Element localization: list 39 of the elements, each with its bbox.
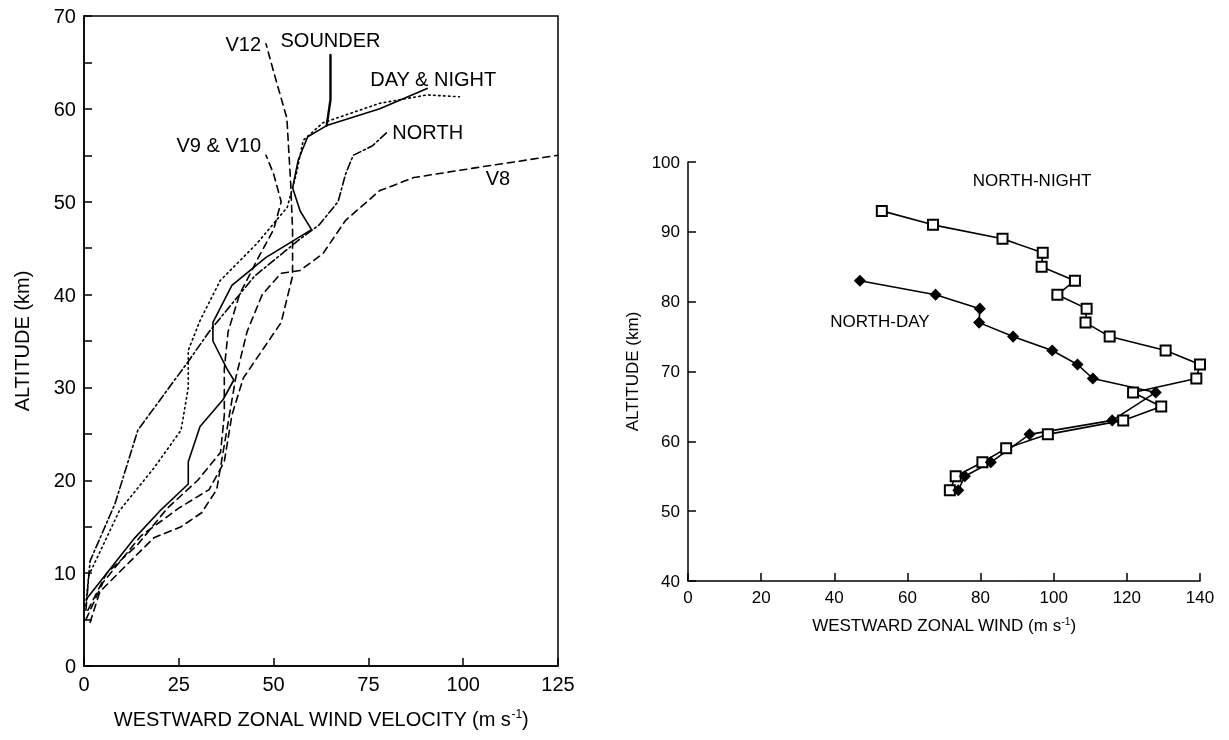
y-tick-label: 70 [53,5,76,27]
y-axis-title: ALTITUDE (km) [622,311,642,432]
x-tick-label: 50 [262,673,285,695]
x-tick-label: 25 [167,673,190,695]
series-label: NORTH [392,121,464,144]
x-tick-label: 20 [751,588,771,607]
y-tick-label: 40 [53,283,76,306]
y-tick-label: 10 [53,562,76,585]
x-tick-label: 60 [897,588,917,607]
x-tick-label: 75 [357,673,380,695]
y-tick-label: 80 [661,292,680,312]
series-label: SOUNDER [280,29,381,51]
y-tick-label: 40 [661,571,680,591]
y-tick-label: 60 [661,431,680,451]
y-tick-label: 60 [53,97,76,120]
series-label: DAY & NIGHT [370,67,497,90]
y-tick-label: 70 [661,362,680,381]
y-tick-label: 50 [661,501,680,521]
x-tick-label: 40 [824,588,844,607]
y-tick-label: 20 [53,469,76,492]
series-label: V9 & V10 [176,134,262,157]
text: NORTH-NIGHT [972,171,1092,191]
y-tick-label: 0 [64,655,76,677]
x-tick-label: 140 [1185,588,1215,607]
x-tick-label: 80 [971,588,991,607]
y-tick-label: 90 [661,222,680,242]
x-tick-label: 100 [1039,588,1068,607]
x-tick-label: 0 [78,673,90,695]
y-axis-title: ALTITUDE (km) [11,270,33,412]
y-tick-label: 100 [651,152,680,172]
series-label: V8 [485,167,511,190]
x-tick-label: 0 [683,588,693,607]
y-tick-label: 30 [53,376,76,399]
x-tick-label: 125 [541,673,575,695]
x-tick-label: 120 [1112,588,1142,607]
series-label: V12 [225,32,262,55]
x-tick-label: 100 [446,673,480,695]
y-tick-label: 50 [53,190,76,213]
series-label: NORTH-DAY [830,312,930,332]
